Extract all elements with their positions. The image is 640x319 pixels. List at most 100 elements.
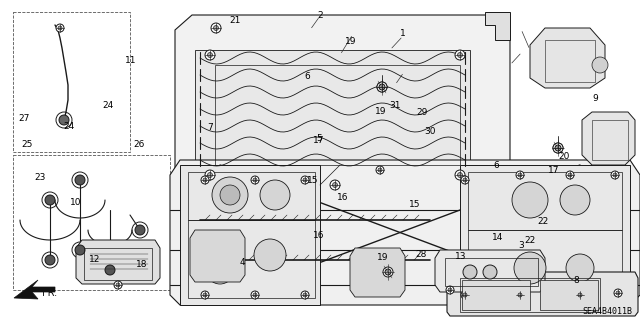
Circle shape — [380, 85, 385, 90]
Text: 6: 6 — [305, 72, 310, 81]
Text: 10: 10 — [70, 198, 81, 207]
Circle shape — [378, 168, 382, 172]
Text: 16: 16 — [337, 193, 348, 202]
Bar — [195, 50, 470, 175]
Text: 6: 6 — [493, 161, 499, 170]
Text: SEA4B4011B: SEA4B4011B — [582, 308, 632, 316]
Circle shape — [201, 176, 209, 184]
Circle shape — [613, 173, 617, 177]
Circle shape — [616, 291, 620, 295]
Circle shape — [201, 291, 209, 299]
Circle shape — [516, 171, 524, 179]
Text: 7: 7 — [207, 123, 212, 132]
Bar — [180, 195, 435, 290]
Circle shape — [45, 255, 55, 265]
Circle shape — [566, 254, 594, 282]
Text: 15: 15 — [307, 176, 318, 185]
Bar — [188, 172, 315, 220]
Circle shape — [59, 115, 69, 125]
Polygon shape — [190, 230, 245, 282]
Circle shape — [379, 84, 385, 90]
Circle shape — [518, 293, 522, 297]
Text: 30: 30 — [424, 127, 436, 136]
Circle shape — [483, 265, 497, 279]
Circle shape — [56, 24, 64, 32]
Circle shape — [207, 173, 212, 177]
Circle shape — [135, 225, 145, 235]
Circle shape — [75, 245, 85, 255]
Text: 24: 24 — [63, 122, 75, 131]
Text: 12: 12 — [89, 255, 100, 263]
Text: FR.: FR. — [42, 288, 57, 298]
Text: 13: 13 — [455, 252, 467, 261]
Circle shape — [205, 50, 215, 60]
Polygon shape — [485, 12, 510, 40]
Circle shape — [555, 145, 561, 151]
Circle shape — [553, 143, 563, 153]
Circle shape — [455, 50, 465, 60]
Polygon shape — [350, 248, 405, 297]
Circle shape — [556, 145, 561, 151]
Circle shape — [58, 26, 62, 30]
Circle shape — [518, 173, 522, 177]
Bar — [468, 172, 622, 230]
Circle shape — [203, 178, 207, 182]
Text: 17: 17 — [548, 166, 559, 175]
Bar — [13, 12, 130, 152]
Text: 4: 4 — [239, 258, 244, 267]
Text: 22: 22 — [537, 217, 548, 226]
Bar — [445, 258, 538, 286]
Circle shape — [512, 182, 548, 218]
Bar — [592, 120, 628, 160]
Circle shape — [211, 23, 221, 33]
Circle shape — [116, 283, 120, 287]
Polygon shape — [447, 272, 638, 316]
Circle shape — [516, 291, 524, 299]
Bar — [215, 65, 460, 165]
Circle shape — [203, 293, 207, 297]
Circle shape — [446, 286, 454, 294]
Text: 3: 3 — [519, 241, 524, 250]
Text: 24: 24 — [102, 101, 113, 110]
Bar — [545, 40, 595, 82]
Text: 18: 18 — [136, 260, 148, 269]
Bar — [460, 278, 600, 312]
Text: 9: 9 — [593, 94, 598, 103]
Bar — [13, 155, 170, 290]
Polygon shape — [460, 165, 630, 305]
Text: 29: 29 — [417, 108, 428, 117]
Text: 8: 8 — [573, 276, 579, 285]
Text: 28: 28 — [415, 250, 427, 259]
Circle shape — [253, 293, 257, 297]
Circle shape — [377, 82, 387, 92]
Circle shape — [566, 171, 574, 179]
Circle shape — [333, 182, 337, 188]
Circle shape — [463, 178, 467, 182]
Polygon shape — [175, 15, 510, 185]
Text: 1: 1 — [401, 29, 406, 38]
Circle shape — [254, 239, 286, 271]
Bar — [84, 248, 152, 280]
Polygon shape — [76, 240, 160, 284]
Text: 23: 23 — [34, 173, 45, 182]
Circle shape — [458, 53, 463, 57]
Text: 26: 26 — [134, 140, 145, 149]
Text: 11: 11 — [125, 56, 137, 65]
Circle shape — [461, 176, 469, 184]
Circle shape — [303, 178, 307, 182]
Circle shape — [458, 173, 463, 177]
Circle shape — [383, 267, 393, 277]
Circle shape — [260, 180, 290, 210]
Circle shape — [578, 293, 582, 297]
Circle shape — [463, 265, 477, 279]
Text: 31: 31 — [390, 101, 401, 110]
Polygon shape — [14, 280, 55, 299]
Circle shape — [105, 265, 115, 275]
Circle shape — [212, 177, 248, 213]
Circle shape — [206, 256, 234, 284]
Circle shape — [592, 57, 608, 73]
Circle shape — [45, 195, 55, 205]
Bar — [188, 220, 315, 298]
Text: 21: 21 — [230, 16, 241, 25]
Circle shape — [514, 252, 546, 284]
